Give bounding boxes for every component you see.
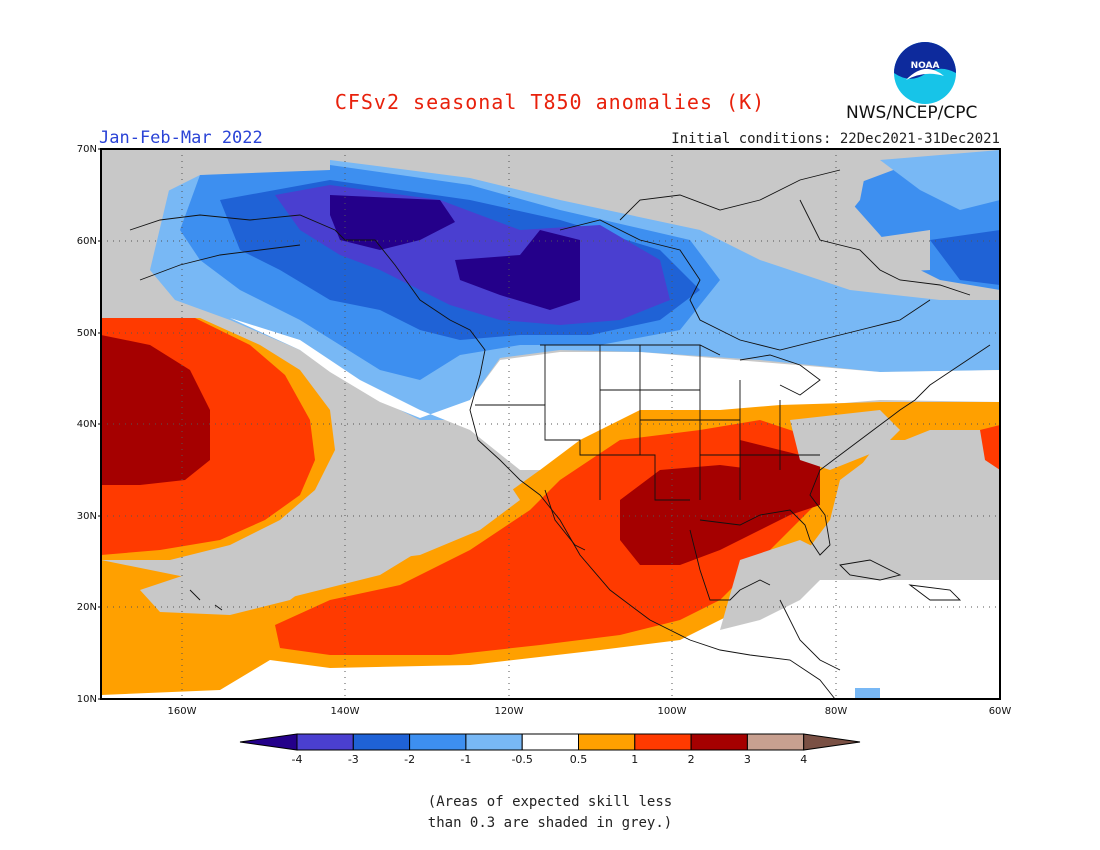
colorbar-lower-extension bbox=[239, 733, 298, 751]
lon-label: 140W bbox=[331, 706, 360, 717]
colorbar-label: -3 bbox=[348, 753, 359, 766]
season-label: Jan-Feb-Mar 2022 bbox=[99, 128, 263, 148]
colorbar-swatch bbox=[296, 733, 354, 751]
logo-lettering: NOAA bbox=[911, 61, 940, 71]
colorbar-swatch bbox=[465, 733, 523, 751]
coastlines bbox=[129, 169, 991, 700]
noaa-logo: NOAA bbox=[894, 42, 956, 104]
latitude-labels: 70N 60N 50N 40N 30N 20N 10N bbox=[77, 144, 101, 705]
footnote-line-1: (Areas of expected skill less bbox=[427, 794, 673, 810]
colorbar-swatch bbox=[352, 733, 411, 751]
lon-label: 60W bbox=[989, 706, 1012, 717]
lat-label: 60N bbox=[77, 236, 97, 247]
lon-label: 100W bbox=[658, 706, 687, 717]
colorbar-swatch bbox=[746, 733, 805, 751]
colorbar-label: 0.5 bbox=[570, 753, 588, 766]
footnote: (Areas of expected skill less than 0.3 a… bbox=[0, 792, 1100, 834]
agency-label: NWS/NCEP/CPC bbox=[846, 103, 978, 123]
colorbar-swatch bbox=[409, 733, 467, 751]
lon-label: 160W bbox=[168, 706, 197, 717]
colorbar-label: -4 bbox=[292, 753, 303, 766]
colorbar-label: -1 bbox=[460, 753, 471, 766]
colorbar-upper-extension bbox=[803, 733, 861, 751]
colorbar-label: 1 bbox=[631, 753, 638, 766]
footnote-line-2: than 0.3 are shaded in grey.) bbox=[427, 815, 673, 831]
lat-label: 50N bbox=[77, 328, 97, 339]
lat-label: 20N bbox=[77, 602, 97, 613]
lat-label: 10N bbox=[77, 694, 97, 705]
lon-label: 80W bbox=[825, 706, 848, 717]
colorbar-label: 4 bbox=[800, 753, 807, 766]
lat-label: 30N bbox=[77, 511, 97, 522]
colorbar-label: 3 bbox=[744, 753, 751, 766]
colorbar: -4 -3 -2 -1 -0.5 0.5 1 2 3 4 bbox=[239, 733, 861, 766]
colorbar-label: -0.5 bbox=[511, 753, 532, 766]
map-title: CFSv2 seasonal T850 anomalies (K) bbox=[334, 90, 766, 114]
colorbar-swatch bbox=[634, 733, 692, 751]
colorbar-swatch bbox=[690, 733, 748, 751]
lon-label: 120W bbox=[495, 706, 524, 717]
lat-label: 40N bbox=[77, 419, 97, 430]
anomaly-shading bbox=[101, 149, 1000, 699]
colorbar-label: 2 bbox=[688, 753, 695, 766]
initial-conditions-label: Initial conditions: 22Dec2021-31Dec2021 bbox=[671, 131, 1000, 147]
lat-label: 70N bbox=[77, 144, 97, 155]
longitude-labels: 160W 140W 120W 100W 80W 60W bbox=[168, 706, 1012, 717]
colorbar-swatch bbox=[521, 733, 580, 751]
colorbar-label: -2 bbox=[404, 753, 415, 766]
colorbar-swatch bbox=[578, 733, 636, 751]
